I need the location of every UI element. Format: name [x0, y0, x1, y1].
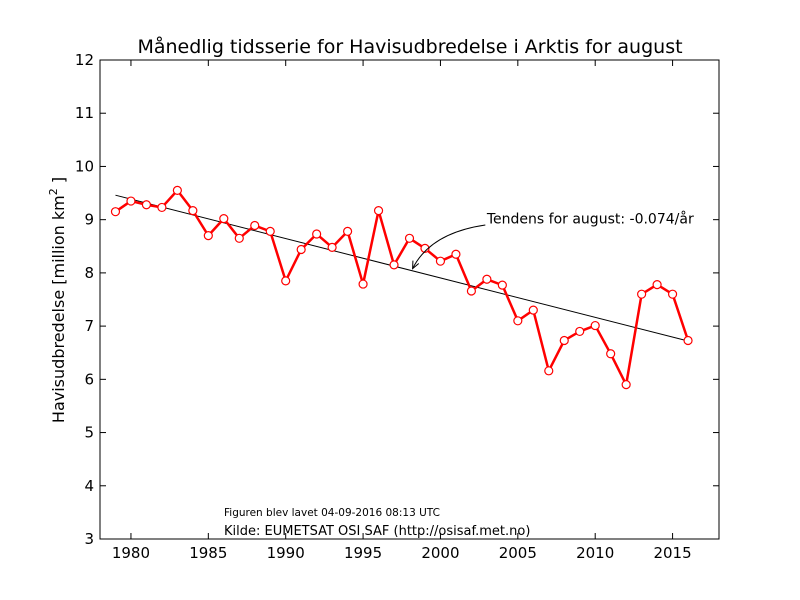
data-source-note: Kilde: EUMETSAT OSI SAF (http://osisaf.m…	[224, 524, 530, 539]
data-point	[281, 276, 291, 286]
axis-ticks: 1980 1985 1990 1995 2000 2005 2010 2015 3 4 5 6 7 8 9 1…	[75, 51, 719, 562]
series-group	[110, 185, 693, 390]
y-tick-label: 12	[75, 51, 94, 69]
y-tick-label: 10	[75, 157, 94, 175]
x-tick-label: 1980	[112, 544, 150, 562]
x-tick-label: 2000	[421, 544, 459, 562]
data-point	[373, 206, 384, 216]
data-point	[343, 226, 353, 236]
data-point	[435, 256, 446, 266]
plot-frame	[99, 59, 720, 540]
data-point	[683, 335, 693, 346]
data-point	[358, 279, 368, 289]
data-point	[188, 206, 198, 216]
x-tick-label: 1985	[189, 544, 227, 562]
data-point	[590, 320, 600, 331]
data-point	[110, 207, 121, 217]
data-point	[126, 196, 136, 206]
data-point	[219, 214, 229, 224]
data-point	[621, 380, 631, 390]
data-point	[389, 260, 399, 270]
y-tick-label: 7	[84, 317, 94, 335]
data-point	[172, 185, 182, 195]
data-point	[250, 220, 260, 231]
data-point	[265, 226, 275, 236]
data-point	[234, 233, 244, 243]
x-tick-label: 2005	[499, 544, 537, 562]
data-point	[559, 335, 569, 346]
data-point	[312, 229, 322, 239]
trend-annotation-text: Tendens for august: -0.074/år	[486, 210, 694, 227]
y-tick-label: 11	[75, 104, 94, 122]
y-tick-label: 9	[84, 211, 94, 229]
data-point	[466, 286, 476, 296]
data-point	[575, 326, 585, 337]
data-point	[497, 280, 507, 290]
data-point	[157, 202, 167, 213]
data-point	[606, 349, 616, 359]
trend-line	[115, 194, 689, 342]
data-point	[513, 316, 523, 326]
data-point	[637, 289, 647, 299]
y-tick-label: 8	[84, 264, 94, 282]
x-tick-label: 1995	[344, 544, 382, 562]
annotation-arrowhead	[412, 260, 420, 270]
chart-title: Månedlig tidsserie for Havisudbredelse i…	[137, 35, 682, 58]
data-point	[652, 279, 662, 290]
data-point	[141, 200, 152, 210]
figure-created-note: Figuren blev lavet 04-09-2016 08:13 UTC	[224, 507, 440, 519]
y-tick-label: 4	[84, 477, 94, 495]
data-point	[667, 289, 678, 299]
data-point	[451, 249, 461, 259]
y-axis-label: Havisudbredelse [million km2 ]	[47, 177, 68, 423]
data-point	[404, 233, 415, 243]
y-tick-label: 5	[84, 424, 94, 442]
annotation-arrow	[412, 224, 486, 269]
trend-line-group	[115, 194, 689, 342]
x-tick-label: 2015	[653, 544, 691, 562]
data-point	[482, 274, 492, 284]
data-point	[528, 305, 538, 315]
y-tick-label: 6	[84, 370, 94, 388]
data-point	[327, 242, 337, 252]
x-tick-label: 1990	[267, 544, 305, 562]
data-point	[203, 231, 213, 241]
data-point	[296, 244, 306, 255]
data-point	[420, 243, 430, 254]
y-tick-label: 3	[84, 530, 94, 548]
x-tick-label: 2010	[576, 544, 614, 562]
annotation-group	[412, 224, 486, 270]
data-point	[544, 366, 554, 376]
